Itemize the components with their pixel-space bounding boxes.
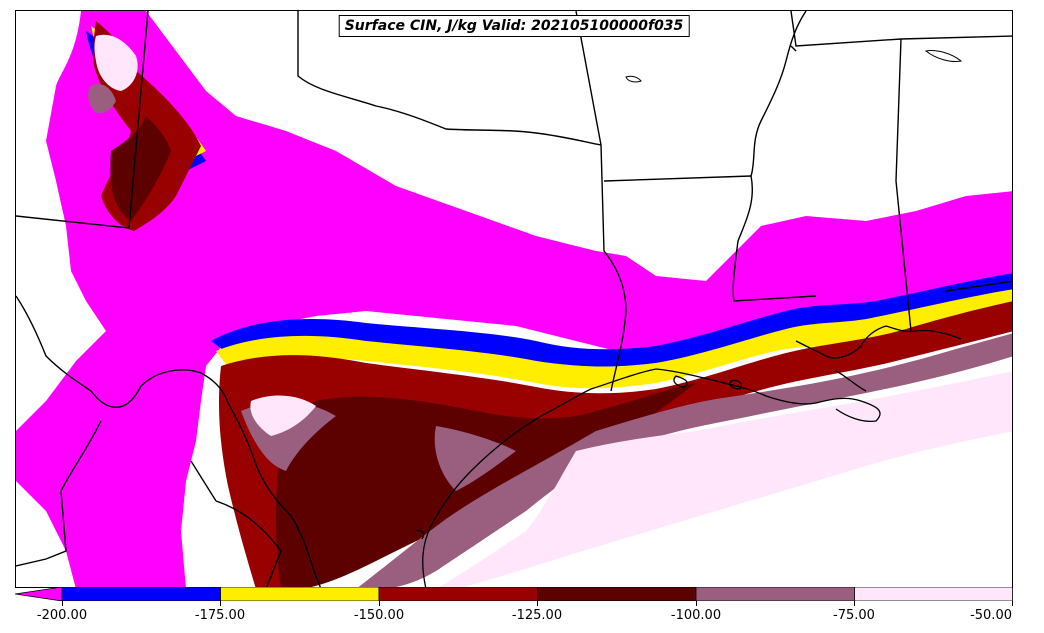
colorbar-tick [379,601,380,606]
map-title: Surface CIN, J/kg Valid: 202105100000f03… [338,15,690,37]
colorbar-label: -200.00 [36,608,88,623]
cin-map [16,11,1012,587]
map-panel: Surface CIN, J/kg Valid: 202105100000f03… [15,10,1013,588]
colorbar-bin-100-75 [695,587,855,601]
colorbar-label: -100.00 [670,608,722,623]
colorbar-label: -150.00 [353,608,405,623]
colorbar [15,587,1013,601]
cin-band-100-75 [241,333,1012,587]
colorbar-tick [62,601,63,606]
colorbar-tick [854,601,855,606]
colorbar-bin-150-125 [378,587,538,601]
cin-band-125-100-nw [110,116,171,221]
cin-band-75-50-nw [94,34,138,91]
lake-outline-2 [924,50,963,62]
coastline [415,325,962,587]
country-border [16,295,321,587]
cin-field-below-200 [16,11,1012,587]
cin-band-175-150 [216,289,1012,389]
colorbar-label: -175.00 [194,608,246,623]
state-boundaries [16,11,1012,392]
colorbar-tick [537,601,538,606]
colorbar-tick [696,601,697,606]
colorbar-bin-125-100 [537,587,697,601]
cin-band-100-75-nw [88,84,116,113]
colorbar-bin-175-150 [220,587,380,601]
cin-band-200-175 [211,273,1012,367]
colorbar-label: -125.00 [511,608,563,623]
colorbar-tick [220,601,221,606]
colorbar-bin-75-50 [854,587,1013,601]
colorbar-extend-arrow [15,587,63,601]
colorbar-bin-200-175 [61,587,221,601]
colorbar-label: -75.00 [833,608,875,623]
lake-outline [625,75,642,83]
colorbar-tick [1012,601,1013,606]
cin-band-75-50 [250,371,1012,587]
colorbar-label: -50.00 [970,608,1012,623]
